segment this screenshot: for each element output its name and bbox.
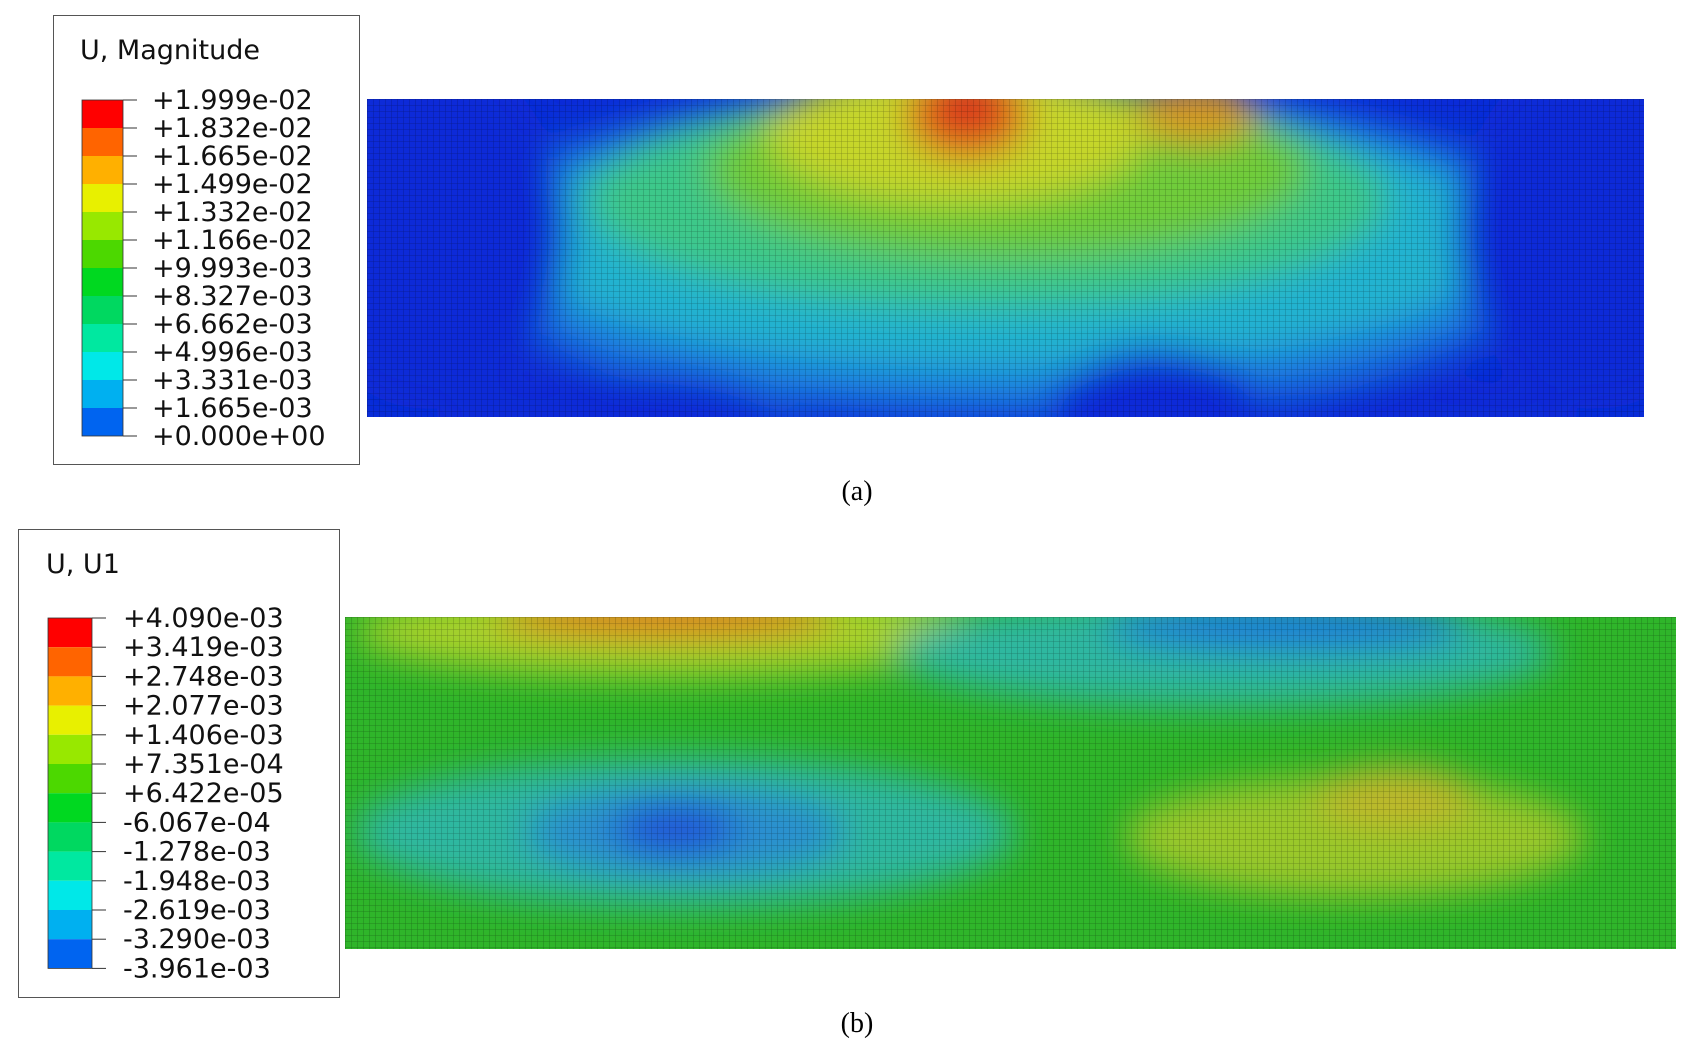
color-band — [82, 184, 123, 212]
color-band — [82, 156, 123, 184]
legend-label: +1.166e-02 — [152, 225, 313, 256]
color-band — [82, 380, 123, 408]
legend-label: +4.090e-03 — [123, 603, 284, 634]
color-band — [82, 268, 123, 296]
legend-label: +1.499e-02 — [152, 169, 313, 200]
legend-label: +1.665e-03 — [152, 393, 313, 424]
color-band — [82, 212, 123, 240]
color-band — [82, 128, 123, 156]
legend-label: +6.662e-03 — [152, 309, 313, 340]
legend-label: +0.000e+00 — [152, 421, 326, 452]
legend-title: U, U1 — [46, 549, 120, 580]
legend-label: -1.278e-03 — [123, 837, 271, 868]
legend-label: +2.748e-03 — [123, 661, 284, 692]
legend-label: -2.619e-03 — [123, 895, 271, 926]
color-band — [48, 851, 92, 881]
legend-label: +1.999e-02 — [152, 85, 313, 116]
color-band — [82, 352, 123, 380]
legend-label: +3.419e-03 — [123, 632, 284, 663]
legend-label: -3.290e-03 — [123, 924, 271, 955]
legend-label: -6.067e-04 — [123, 807, 271, 838]
color-band — [48, 793, 92, 823]
color-band — [82, 240, 123, 268]
legend-label: +9.993e-03 — [152, 253, 313, 284]
legend-label: +3.331e-03 — [152, 365, 313, 396]
field — [367, 99, 1644, 417]
color-band — [48, 676, 92, 706]
legend-label: +6.422e-05 — [123, 778, 284, 809]
color-band — [48, 647, 92, 677]
legend: U, Magnitude+1.999e-02+1.832e-02+1.665e-… — [80, 35, 326, 452]
color-band — [48, 734, 92, 764]
color-band — [82, 100, 123, 128]
color-band — [48, 939, 92, 969]
contour-plot — [367, 99, 1644, 417]
color-band — [48, 764, 92, 794]
legend-label: +1.332e-02 — [152, 197, 313, 228]
legend-label: +8.327e-03 — [152, 281, 313, 312]
color-band — [48, 910, 92, 940]
color-band — [48, 880, 92, 910]
legend-box: U, U1 +4.090e-03 +3.419e-03 +2.748e-03 +2.07… — [18, 529, 340, 998]
legend-label: +4.996e-03 — [152, 337, 313, 368]
legend-label: -1.948e-03 — [123, 866, 271, 897]
caption: (a) — [841, 476, 873, 507]
color-band — [82, 408, 123, 436]
field — [345, 617, 1676, 949]
color-band — [48, 618, 92, 648]
legend-label: +7.351e-04 — [123, 749, 284, 780]
color-band — [82, 324, 123, 352]
contour-plot — [345, 617, 1676, 949]
legend: U, U1+4.090e-03+3.419e-03+2.748e-03+2.07… — [46, 549, 284, 984]
legend-label: +1.665e-02 — [152, 141, 313, 172]
legend-label: -3.961e-03 — [123, 953, 271, 984]
legend-label: +2.077e-03 — [123, 691, 284, 722]
legend-title: U, Magnitude — [80, 35, 260, 66]
color-band — [82, 296, 123, 324]
color-band — [48, 822, 92, 852]
caption: (b) — [840, 1008, 874, 1039]
legend-label: +1.406e-03 — [123, 720, 284, 751]
legend-box: U, Magnitude +1.999e-02 +1.832e-02 +1.665e-… — [53, 15, 360, 465]
color-band — [48, 705, 92, 735]
legend-label: +1.832e-02 — [152, 113, 313, 144]
